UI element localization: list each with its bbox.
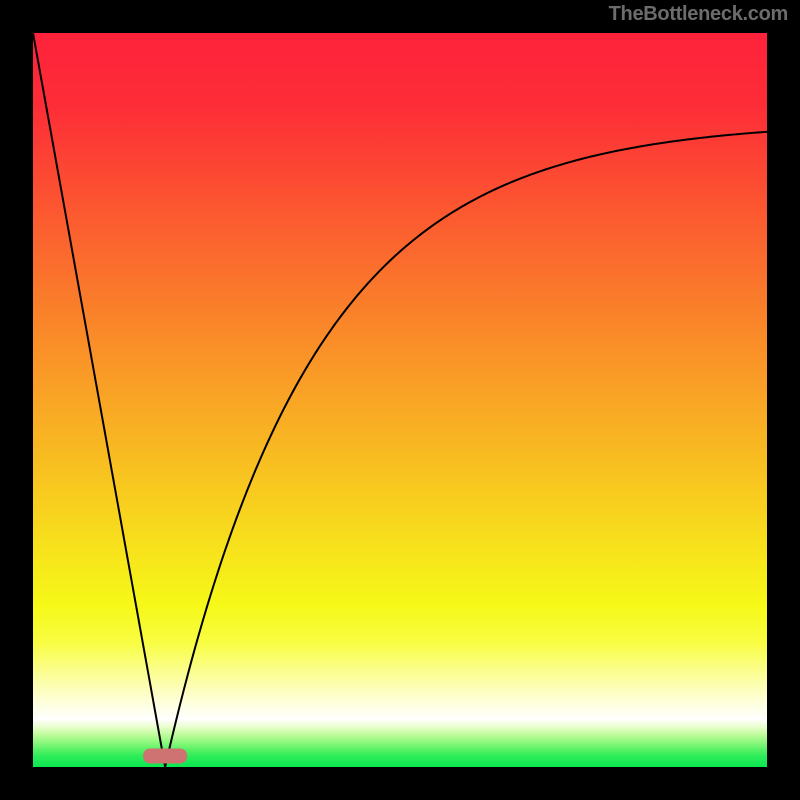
optimal-range-marker [143,748,187,763]
bottleneck-chart: TheBottleneck.com [0,0,800,800]
chart-svg [0,0,800,800]
watermark-text: TheBottleneck.com [609,3,788,26]
